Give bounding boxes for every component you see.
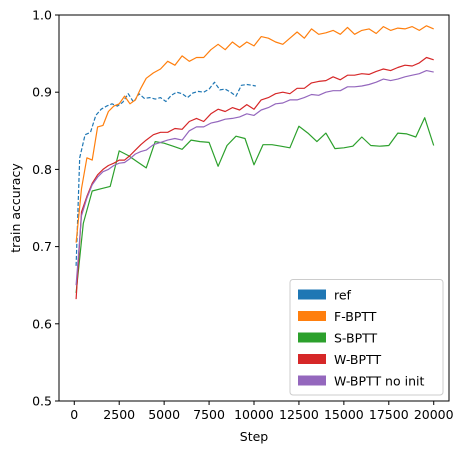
x-tick-label: 12500 xyxy=(279,407,319,422)
legend-swatch xyxy=(298,332,326,343)
legend-entry-label: W-BPTT xyxy=(334,352,381,367)
series-line-s-bptt xyxy=(75,117,435,293)
y-tick-label: 0.6 xyxy=(32,316,52,331)
y-axis-label: train accuracy xyxy=(8,163,23,253)
legend-swatch xyxy=(298,289,326,300)
axes-frame xyxy=(58,14,450,402)
series-line-f-bptt xyxy=(75,25,434,243)
y-tick-label: 1.0 xyxy=(32,8,52,23)
legend-box xyxy=(289,279,444,396)
legend-entry-label: S-BPTT xyxy=(334,331,378,346)
series-line-ref xyxy=(75,81,256,266)
y-axis: 0.5 0.6 0.7 0.8 0.9 1.0 xyxy=(32,8,59,409)
legend-entry-label: F-BPTT xyxy=(334,309,377,324)
y-tick-label: 0.5 xyxy=(32,394,52,409)
legend-swatch xyxy=(298,311,326,321)
legend-swatch xyxy=(298,375,326,386)
legend-entry-label: W-BPTT no init xyxy=(334,374,424,389)
y-tick-label: 0.9 xyxy=(32,85,52,100)
x-tick-label: 10000 xyxy=(234,407,274,422)
x-axis-label: Step xyxy=(240,429,269,444)
series-line-w-bptt xyxy=(75,56,434,300)
legend: ref F-BPTT S-BPTT W-BPTT W-BPTT no init xyxy=(289,279,444,396)
x-tick-label: 17500 xyxy=(369,407,409,422)
x-axis: 0 2500 5000 7500 10000 12500 15000 17500 20000 xyxy=(70,401,454,422)
x-tick-label: 7500 xyxy=(193,407,225,422)
series-line-w-bptt-no-init xyxy=(75,69,434,286)
legend-swatch xyxy=(298,354,326,364)
x-tick-label: 5000 xyxy=(148,407,180,422)
x-tick-label: 2500 xyxy=(103,407,135,422)
x-tick-label: 0 xyxy=(70,407,78,422)
x-tick-label: 15000 xyxy=(324,407,364,422)
y-tick-label: 0.7 xyxy=(32,239,52,254)
plot-area xyxy=(75,25,435,300)
x-tick-label: 20000 xyxy=(414,407,454,422)
legend-entry-label: ref xyxy=(334,288,352,303)
y-tick-label: 0.8 xyxy=(32,162,52,177)
